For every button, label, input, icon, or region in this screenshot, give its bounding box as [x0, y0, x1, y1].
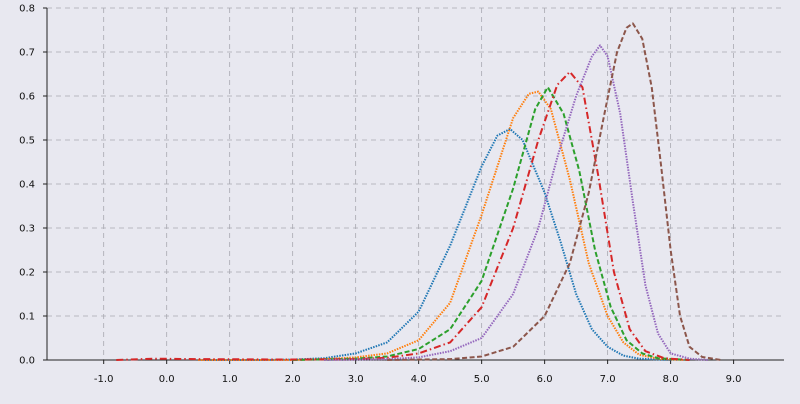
- x-tick-label-0: -1.0: [94, 374, 114, 385]
- y-tick-label-8: 0.8: [19, 4, 35, 15]
- x-tick-label-2: 1.0: [222, 374, 238, 385]
- x-tick-label-9: 8.0: [663, 374, 679, 385]
- x-tick-label-6: 5.0: [474, 374, 490, 385]
- series-line-3: [116, 70, 690, 361]
- series-line-2: [292, 86, 690, 361]
- x-tick-label-4: 3.0: [348, 374, 364, 385]
- y-tick-label-0: 0.0: [19, 356, 35, 367]
- x-tick-label-1: 0.0: [159, 374, 175, 385]
- x-tick-label-10: 9.0: [726, 374, 742, 385]
- series-line-4: [324, 44, 709, 361]
- x-tick-label-8: 7.0: [600, 374, 616, 385]
- series-line-5: [387, 22, 722, 361]
- series-line-1: [198, 90, 684, 362]
- y-tick-label-7: 0.7: [19, 48, 35, 59]
- x-tick-label-3: 2.0: [285, 374, 301, 385]
- y-tick-label-2: 0.2: [19, 268, 35, 279]
- y-tick-label-1: 0.1: [19, 312, 35, 323]
- x-tick-label-5: 4.0: [411, 374, 427, 385]
- x-tick-label-7: 6.0: [537, 374, 553, 385]
- series-line-0: [204, 128, 671, 361]
- y-tick-label-5: 0.5: [19, 136, 35, 147]
- y-tick-label-4: 0.4: [19, 180, 35, 191]
- y-tick-label-6: 0.6: [19, 92, 35, 103]
- y-tick-label-3: 0.3: [19, 224, 35, 235]
